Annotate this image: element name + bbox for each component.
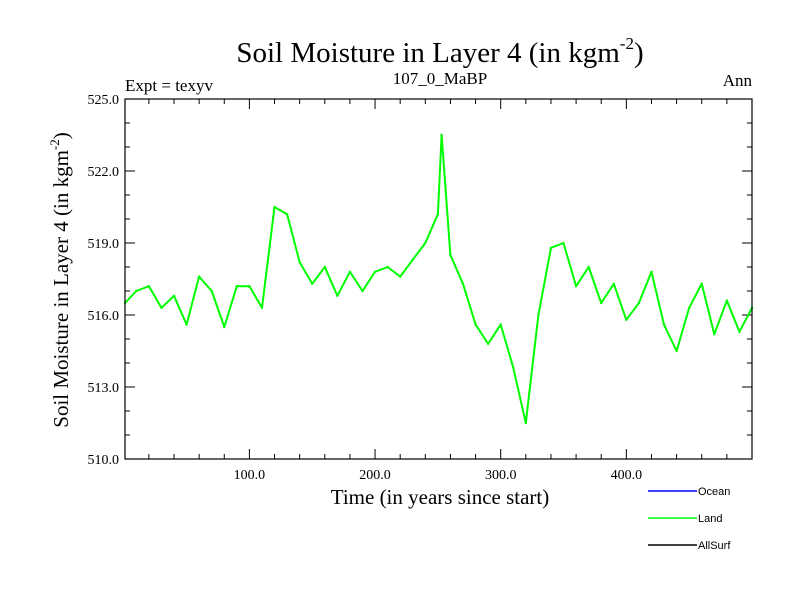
data-point bbox=[223, 325, 226, 329]
data-point bbox=[273, 205, 276, 209]
x-tick-label: 300.0 bbox=[485, 468, 517, 483]
data-point bbox=[386, 265, 389, 269]
x-tick-label: 100.0 bbox=[234, 468, 266, 483]
data-point bbox=[440, 133, 443, 137]
y-tick-label: 513.0 bbox=[88, 381, 120, 396]
y-tick-label: 516.0 bbox=[88, 309, 120, 324]
y-axis-label: Soil Moisture in Layer 4 (in kgm-2) bbox=[47, 132, 73, 427]
chart-title: Soil Moisture in Layer 4 (in kgm-2) bbox=[236, 34, 643, 69]
data-point bbox=[436, 213, 440, 216]
data-point bbox=[738, 330, 741, 333]
data-point bbox=[398, 275, 402, 278]
data-point bbox=[298, 261, 301, 264]
data-point bbox=[650, 270, 653, 273]
data-point bbox=[361, 289, 364, 293]
data-point bbox=[373, 270, 377, 273]
legend-label-ocean: Ocean bbox=[698, 486, 730, 498]
data-point bbox=[549, 246, 553, 249]
legend: Ocean Land AllSurf bbox=[648, 486, 731, 552]
data-point bbox=[172, 294, 176, 297]
data-point bbox=[700, 282, 703, 285]
data-point bbox=[424, 241, 427, 245]
data-point bbox=[600, 301, 603, 305]
data-point bbox=[625, 318, 628, 321]
data-point bbox=[587, 265, 590, 269]
data-point bbox=[147, 285, 151, 288]
data-point bbox=[499, 323, 502, 326]
data-point bbox=[512, 366, 515, 369]
y-tick-label: 519.0 bbox=[88, 237, 120, 252]
x-tick-label: 200.0 bbox=[359, 468, 391, 483]
series-line-land bbox=[124, 134, 753, 424]
data-point bbox=[675, 349, 678, 353]
data-point bbox=[197, 275, 201, 278]
axis-ticks: 510.0 513.0 516.0 519.0 522.0 525.0 100.0 200.0… bbox=[88, 93, 752, 483]
subtitle-right: Ann bbox=[723, 71, 753, 90]
x-tick-label: 400.0 bbox=[611, 468, 643, 483]
data-point bbox=[662, 323, 666, 326]
series-group bbox=[123, 133, 754, 425]
data-point bbox=[160, 306, 163, 309]
data-point bbox=[449, 253, 452, 257]
data-point bbox=[562, 241, 565, 245]
data-point bbox=[311, 282, 314, 285]
data-point bbox=[612, 282, 615, 285]
plot-frame bbox=[124, 98, 753, 460]
data-point bbox=[637, 301, 641, 305]
data-point bbox=[248, 285, 251, 288]
data-point bbox=[285, 213, 289, 216]
data-point bbox=[461, 282, 465, 285]
x-axis-label: Time (in years since start) bbox=[331, 485, 550, 509]
y-tick-label: 525.0 bbox=[88, 93, 120, 108]
legend-label-land: Land bbox=[698, 513, 722, 525]
data-point bbox=[524, 421, 528, 425]
data-point bbox=[336, 294, 339, 297]
data-point bbox=[135, 289, 138, 293]
y-axis-label-superscript: -2 bbox=[47, 139, 62, 150]
data-point bbox=[323, 265, 326, 269]
subtitle-left: Expt = texyv bbox=[125, 76, 213, 95]
subtitle-center: 107_0_MaBP bbox=[393, 69, 487, 88]
data-point bbox=[260, 306, 264, 309]
y-tick-label: 522.0 bbox=[88, 165, 120, 180]
data-point bbox=[210, 289, 213, 293]
data-point bbox=[537, 313, 540, 317]
data-point bbox=[687, 306, 691, 309]
data-point bbox=[725, 299, 729, 302]
data-point bbox=[713, 333, 716, 336]
data-point bbox=[348, 270, 352, 273]
data-point bbox=[185, 323, 188, 326]
data-point bbox=[235, 285, 239, 288]
y-tick-label: 510.0 bbox=[88, 453, 120, 468]
data-point bbox=[574, 285, 578, 288]
data-point bbox=[486, 342, 490, 345]
data-point bbox=[411, 258, 414, 261]
chart-title-superscript: -2 bbox=[620, 34, 634, 53]
data-point bbox=[474, 323, 477, 326]
legend-label-allsurf: AllSurf bbox=[698, 540, 731, 552]
